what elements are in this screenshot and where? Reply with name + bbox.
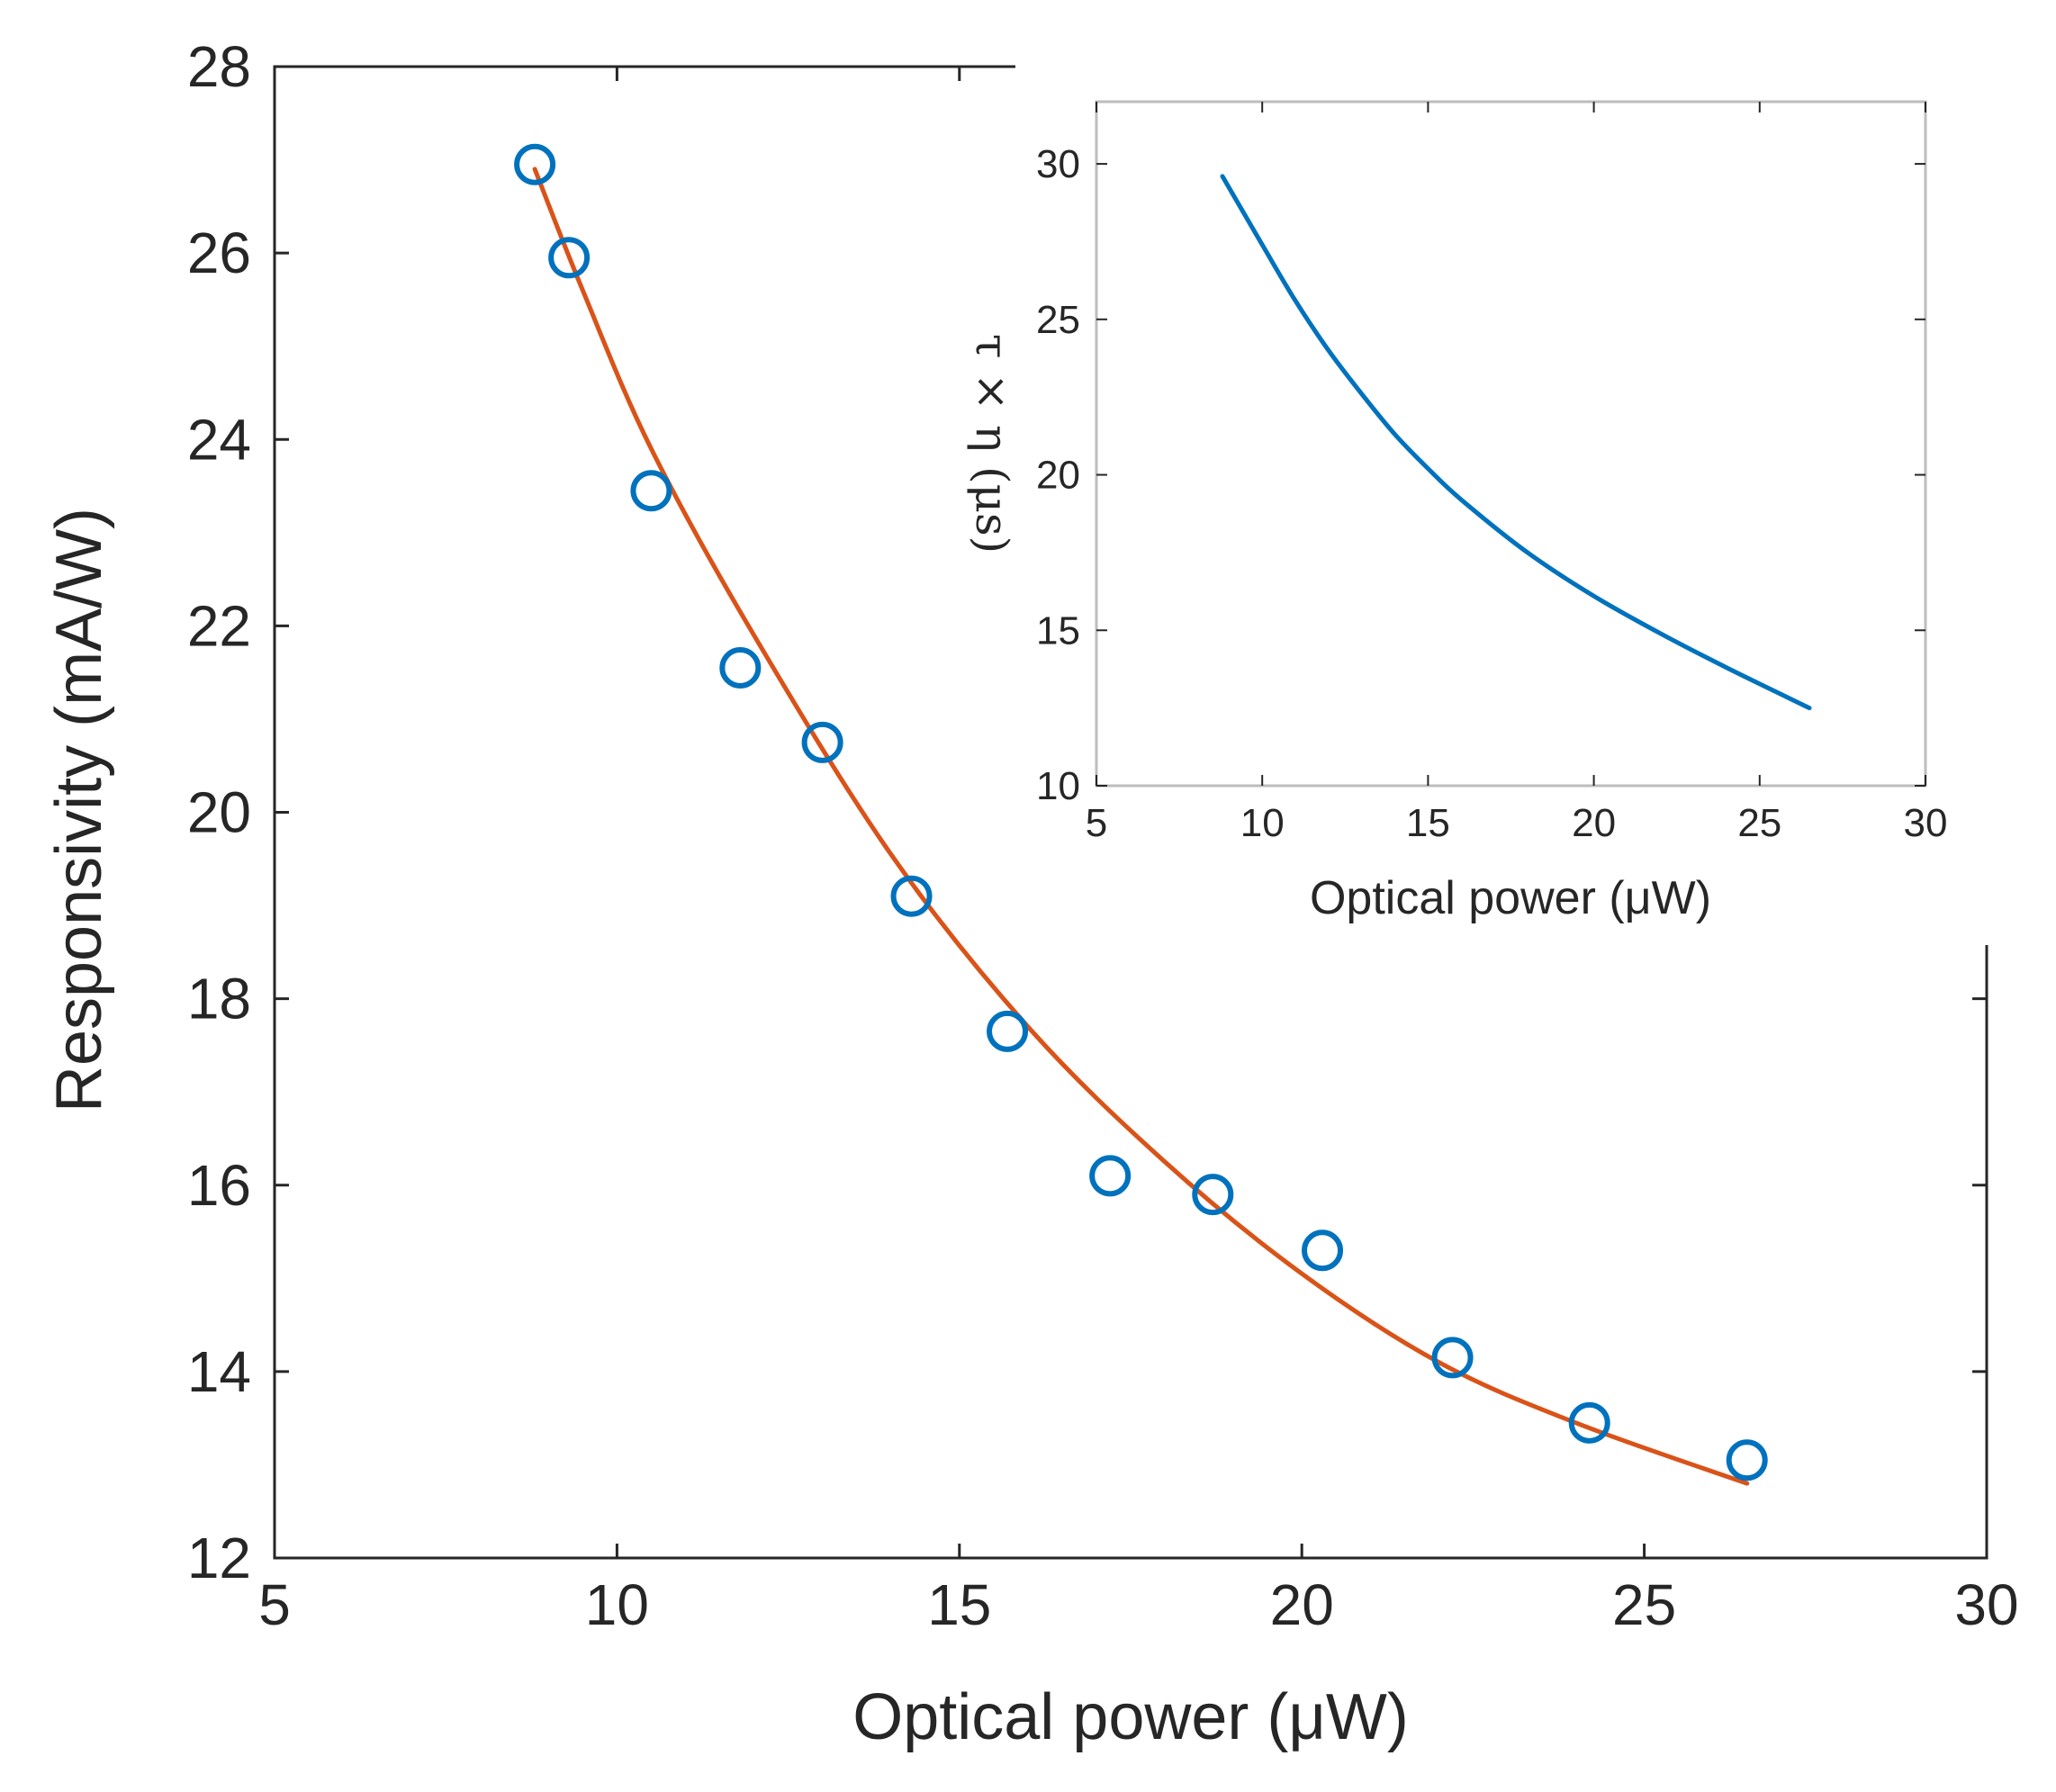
main-x-tick-label: 15 — [927, 1572, 991, 1637]
inset-x-tick-label: 20 — [1572, 801, 1616, 845]
main-y-tick-label: 26 — [187, 221, 251, 285]
main-y-tick-label: 20 — [187, 780, 251, 845]
main-data-point — [801, 721, 843, 763]
main-x-tick-label: 30 — [1954, 1572, 2018, 1637]
main-x-tick-label: 5 — [258, 1572, 291, 1637]
inset-plot-frame — [1095, 100, 1927, 788]
main-points-layer — [514, 143, 1768, 1481]
inset-y-tick-label: 20 — [1036, 454, 1080, 498]
main-y-tick-label: 16 — [187, 1153, 251, 1218]
main-x-tick-label: 10 — [585, 1572, 649, 1637]
main-y-tick-label: 18 — [187, 967, 251, 1031]
inset-y-tick-label: 30 — [1036, 142, 1080, 186]
main-data-point — [1726, 1439, 1768, 1481]
main-x-tick-label: 20 — [1270, 1572, 1334, 1637]
main-y-tick-label: 22 — [187, 593, 251, 658]
main-data-point — [1568, 1401, 1610, 1444]
main-y-tick-label: 14 — [187, 1339, 251, 1404]
main-y-axis-label: Responsivity (mA/W) — [43, 508, 115, 1112]
inset-y-tick-label: 25 — [1036, 298, 1080, 342]
main-data-point — [1089, 1155, 1132, 1197]
inset-x-tick-label: 5 — [1086, 801, 1107, 845]
inset-y-tick-label: 10 — [1036, 764, 1080, 808]
main-data-point — [987, 1010, 1029, 1052]
main-x-tick-label: 25 — [1612, 1572, 1676, 1637]
inset-x-tick-label: 25 — [1737, 801, 1781, 845]
inset-y-tick-label: 15 — [1036, 608, 1080, 653]
inset-x-tick-label: 30 — [1904, 801, 1948, 845]
main-data-point — [719, 646, 762, 689]
inset-x-axis-label: Optical power (μW) — [1310, 872, 1711, 924]
main-data-point — [1302, 1229, 1344, 1272]
main-data-point — [514, 143, 556, 185]
inset-y-axis-label: τ × η (μs) — [966, 334, 1018, 554]
main-data-point — [548, 237, 591, 279]
inset-background — [1015, 54, 2024, 945]
main-data-point — [1192, 1174, 1234, 1216]
inset-x-tick-label: 15 — [1406, 801, 1450, 845]
main-y-tick-label: 12 — [187, 1526, 251, 1590]
inset-line-layer — [1220, 174, 1812, 711]
main-y-tick-label: 24 — [187, 407, 251, 472]
inset-x-tick-label: 10 — [1240, 801, 1285, 845]
main-data-point — [1431, 1337, 1474, 1379]
main-x-axis-label: Optical power (μW) — [852, 1681, 1409, 1753]
main-data-point — [890, 875, 933, 917]
main-y-tick-label: 28 — [187, 34, 251, 99]
main-data-point — [630, 470, 672, 512]
inset-curve — [1220, 174, 1812, 711]
